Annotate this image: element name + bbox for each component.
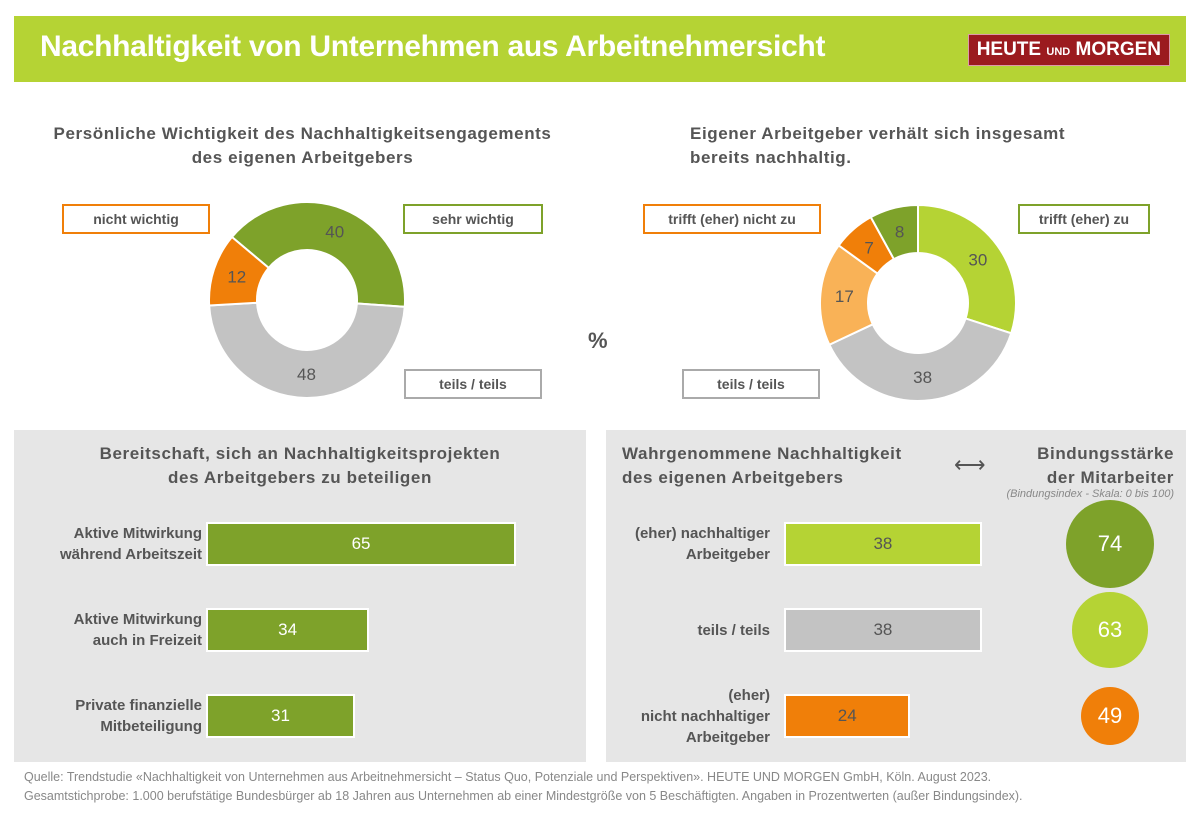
bar: 38 bbox=[784, 522, 982, 566]
donut-slice bbox=[230, 201, 406, 308]
bindungsindex-circle: 74 bbox=[1065, 499, 1155, 589]
double-arrow-icon: ⟷ bbox=[954, 452, 986, 477]
bindungsindex-circle: 63 bbox=[1072, 592, 1148, 668]
legend-trifft-nicht-zu: trifft (eher) nicht zu bbox=[643, 204, 821, 234]
title-line: bereits nachhaltig. bbox=[690, 148, 852, 167]
title-line: des Arbeitgebers zu beteiligen bbox=[168, 468, 432, 487]
percent-sign: % bbox=[588, 328, 608, 353]
title-line: Persönliche Wichtigkeit des Nachhaltigke… bbox=[53, 124, 552, 143]
bar: 65 bbox=[206, 522, 517, 566]
donut-slice bbox=[917, 203, 1017, 335]
slice-value-label: 17 bbox=[835, 287, 854, 306]
category-label: teils / teils bbox=[697, 621, 770, 639]
category-label: Aktive Mitwirkung auch in Freizeit bbox=[73, 611, 202, 649]
source-note: Quelle: Trendstudie «Nachhaltigkeit von … bbox=[24, 770, 992, 784]
donut-slice bbox=[869, 203, 919, 261]
slice-value-label: 12 bbox=[227, 268, 246, 287]
slice-value-label: 48 bbox=[297, 365, 316, 384]
title-line: der Mitarbeiter bbox=[1046, 468, 1174, 487]
title-line: Eigener Arbeitgeber verhält sich insgesa… bbox=[690, 124, 1066, 143]
donut-chart-1: 40 48 12 bbox=[208, 201, 406, 399]
bar: 31 bbox=[206, 694, 355, 738]
slice-value-label: 7 bbox=[864, 238, 873, 257]
donut-slice bbox=[208, 235, 271, 307]
title-line: Bereitschaft, sich an Nachhaltigkeitspro… bbox=[99, 444, 501, 463]
right-subtitle: (Bindungsindex - Skala: 0 bis 100) bbox=[1006, 488, 1174, 500]
category-label: Private finanzielle Mitbeteiligung bbox=[75, 697, 202, 735]
chart1-title: Persönliche Wichtigkeit des Nachhaltigke… bbox=[30, 122, 575, 170]
panel-nachhaltigkeit-bindung: Wahrgenommene Nachhaltigkeit des eigenen… bbox=[606, 430, 1186, 762]
chart3-title: Bereitschaft, sich an Nachhaltigkeitspro… bbox=[14, 442, 586, 490]
chart4-right-title: Bindungsstärke der Mitarbeiter bbox=[1037, 442, 1174, 490]
category-label: (eher) nicht nachhaltiger Arbeitgeber bbox=[640, 686, 770, 746]
slice-value-label: 40 bbox=[325, 222, 344, 241]
legend-teils-teils: teils / teils bbox=[404, 369, 542, 399]
title-line: Wahrgenommene Nachhaltigkeit bbox=[622, 444, 902, 463]
title-line: des eigenen Arbeitgebers bbox=[191, 148, 414, 167]
panel-bereitschaft: Bereitschaft, sich an Nachhaltigkeitspro… bbox=[14, 430, 586, 762]
donut-slice bbox=[827, 317, 1013, 402]
title-line: Bindungsstärke bbox=[1037, 444, 1174, 463]
donut-chart-2: 30 38 17 7 8 bbox=[819, 203, 1017, 402]
chart2-title: Eigener Arbeitgeber verhält sich insgesa… bbox=[690, 122, 1170, 170]
slice-value-label: 30 bbox=[968, 251, 987, 270]
bar: 24 bbox=[784, 694, 911, 738]
slice-value-label: 38 bbox=[913, 368, 932, 387]
legend-nicht-wichtig: nicht wichtig bbox=[62, 204, 210, 234]
category-label: Aktive Mitwirkung während Arbeitszeit bbox=[60, 525, 202, 563]
chart4-title: Wahrgenommene Nachhaltigkeit des eigenen… bbox=[622, 442, 902, 490]
legend-sehr-wichtig: sehr wichtig bbox=[403, 204, 543, 234]
title-line: des eigenen Arbeitgebers bbox=[622, 468, 844, 487]
logo: HEUTE UND MORGEN bbox=[967, 34, 1170, 66]
bar: 34 bbox=[206, 608, 370, 652]
bindungsindex-circle: 49 bbox=[1080, 686, 1140, 746]
legend-teils-teils: teils / teils bbox=[682, 369, 820, 399]
bar: 38 bbox=[784, 608, 982, 652]
sample-note: Gesamtstichprobe: 1.000 berufstätige Bun… bbox=[24, 789, 1023, 803]
category-label: (eher) nachhaltiger Arbeitgeber bbox=[634, 525, 770, 563]
donut-slice bbox=[208, 301, 406, 399]
legend-trifft-zu: trifft (eher) zu bbox=[1018, 204, 1150, 234]
slice-value-label: 8 bbox=[895, 222, 904, 241]
header-banner: Nachhaltigkeit von Unternehmen aus Arbei… bbox=[14, 16, 1186, 82]
page-title: Nachhaltigkeit von Unternehmen aus Arbei… bbox=[40, 30, 826, 63]
